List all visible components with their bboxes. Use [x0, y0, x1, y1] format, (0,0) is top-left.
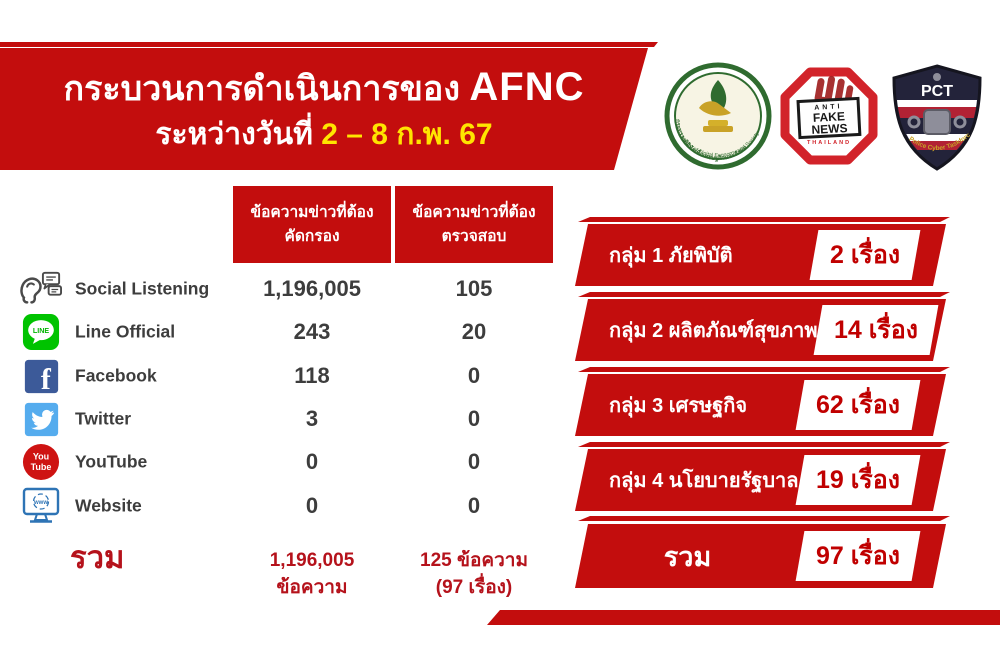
col1-header-line1: ข้อความข่าวที่ต้อง [250, 204, 374, 222]
row-label: Twitter [75, 408, 132, 429]
total-screened-value: 1,196,005 ข้อความ [233, 548, 391, 601]
verified-value: 0 [467, 406, 481, 431]
group-total-label: รวม [663, 541, 712, 572]
group1-label: กลุ่ม 1 ภัยพิบัติ [609, 245, 733, 267]
group-total-count-box: 97 เรื่อง [796, 531, 921, 581]
facebook-icon: f [20, 356, 62, 396]
page-title-afnc: AFNC [469, 65, 585, 109]
row-label: Line Official [75, 321, 176, 342]
group4-banner-strip [578, 442, 950, 447]
col2-header-line1: ข้อความข่าวที่ต้อง [412, 204, 536, 222]
total-screened-line1: 1,196,005 [269, 550, 355, 571]
total-verified-line1: 125 ข้อความ [420, 550, 528, 571]
pct-acronym: PCT [921, 83, 953, 100]
afn-text-news: NEWS [811, 121, 848, 137]
row-label: Facebook [75, 365, 157, 386]
col2-header-line2: ตรวจสอบ [441, 227, 507, 245]
youtube-text-you: You [33, 452, 49, 462]
mdes-ministry-logo: กระทรวงดิจิทัลเพื่อเศรษฐกิจและสังคม Mini… [664, 62, 772, 170]
group1-count-box: 2 เรื่อง [810, 230, 921, 280]
pct-police-cyber-logo: PCT Police Cyber Taskforce [888, 62, 982, 171]
screened-value: 0 [305, 493, 319, 518]
group3-label: กลุ่ม 3 เศรษฐกิจ [609, 395, 748, 417]
row-label: YouTube [75, 451, 148, 472]
group-total-banner-strip [578, 516, 950, 521]
screened-value: 1,196,005 [263, 276, 361, 301]
line-icon: LINE [20, 312, 62, 352]
group3-count-box: 62 เรื่อง [796, 380, 921, 430]
website-www-text: www [33, 500, 48, 506]
bottom-decorative-bar [487, 610, 1000, 625]
subtitle-prefix: ระหว่างวันที่ [155, 118, 313, 151]
group-total-banner: รวม 97 เรื่อง [575, 524, 946, 588]
row-label: Website [75, 495, 142, 516]
group1-banner-strip [578, 217, 950, 222]
col1-header-line2: คัดกรอง [284, 227, 340, 245]
youtube-icon: You Tube [20, 442, 62, 482]
group2-count: 14 เรื่อง [833, 316, 918, 344]
screened-value: 118 [294, 363, 330, 388]
screened-value: 3 [305, 406, 319, 431]
group4-count-box: 19 เรื่อง [796, 455, 921, 505]
verified-value: 0 [467, 493, 481, 518]
column-header-screened: ข้อความข่าวที่ต้อง คัดกรอง [233, 186, 391, 263]
page-subtitle: ระหว่างวันที่ 2 – 8 ก.พ. 67 [24, 115, 624, 156]
table-total-row: รวม 1,196,005 ข้อความ 125 ข้อความ (97 เร… [0, 528, 560, 613]
group4-count: 19 เรื่อง [816, 466, 900, 494]
screened-value: 0 [305, 449, 319, 474]
group1-banner: กลุ่ม 1 ภัยพิบัติ 2 เรื่อง [575, 224, 946, 286]
title-banner-top-strip [0, 42, 658, 47]
group2-banner-strip [578, 292, 950, 297]
group2-banner: กลุ่ม 2 ผลิตภัณฑ์สุขภาพ 14 เรื่อง [575, 299, 946, 361]
afn-text-fake: FAKE [813, 109, 846, 125]
social-listening-icon [20, 269, 62, 309]
group3-banner: กลุ่ม 3 เศรษฐกิจ 62 เรื่อง [575, 374, 946, 436]
table-row-twitter: Twitter 3 0 [0, 397, 560, 441]
total-verified-line2: (97 เรื่อง) [435, 576, 513, 598]
afn-text-thailand: THAILAND [807, 140, 851, 146]
afn-text-anti: ANTI [814, 103, 843, 111]
line-logo-text: LINE [33, 327, 49, 335]
group4-banner: กลุ่ม 4 นโยบายรัฐบาล 19 เรื่อง [575, 449, 946, 511]
total-label: รวม [70, 540, 125, 575]
verified-value: 20 [461, 319, 487, 344]
page-title-thai: กระบวนการดำเนินการของ [63, 70, 460, 108]
table-row-social-listening: Social Listening 1,196,005 105 [0, 267, 560, 311]
table-row-youtube: You Tube YouTube 0 0 [0, 440, 560, 484]
youtube-text-tube: Tube [31, 462, 52, 472]
page-title: กระบวนการดำเนินการของ AFNC [24, 59, 624, 115]
title-banner: กระบวนการดำเนินการของ AFNC ระหว่างวันที่… [0, 48, 648, 170]
verified-value: 0 [467, 449, 481, 474]
facebook-f-letter: f [40, 362, 51, 393]
row-label: Social Listening [75, 278, 210, 299]
mdes-emblem [699, 80, 733, 132]
group2-label: กลุ่ม 2 ผลิตภัณฑ์สุขภาพ [609, 320, 818, 342]
total-screened-line2: ข้อความ [276, 576, 348, 598]
column-header-verified: ข้อความข่าวที่ต้อง ตรวจสอบ [395, 186, 553, 263]
screened-value: 243 [293, 319, 331, 344]
group4-label: กลุ่ม 4 นโยบายรัฐบาล [609, 470, 799, 492]
table-row-line-official: LINE Line Official 243 20 [0, 310, 560, 354]
group3-banner-strip [578, 367, 950, 372]
table-row-website: www Website 0 0 [0, 484, 560, 528]
group1-count: 2 เรื่อง [829, 241, 900, 269]
group2-count-box: 14 เรื่อง [813, 305, 938, 355]
anti-fake-news-logo: ANTI FAKE NEWS THAILAND [780, 67, 878, 165]
website-icon: www [20, 486, 62, 526]
group3-count: 62 เรื่อง [816, 391, 900, 419]
table-row-facebook: f Facebook 118 0 [0, 354, 560, 398]
subtitle-date: 2 – 8 ก.พ. 67 [321, 118, 493, 151]
total-verified-value: 125 ข้อความ (97 เรื่อง) [395, 548, 553, 601]
twitter-icon [20, 399, 62, 439]
verified-value: 105 [455, 276, 493, 301]
group-total-count: 97 เรื่อง [816, 542, 900, 570]
verified-value: 0 [467, 363, 481, 388]
